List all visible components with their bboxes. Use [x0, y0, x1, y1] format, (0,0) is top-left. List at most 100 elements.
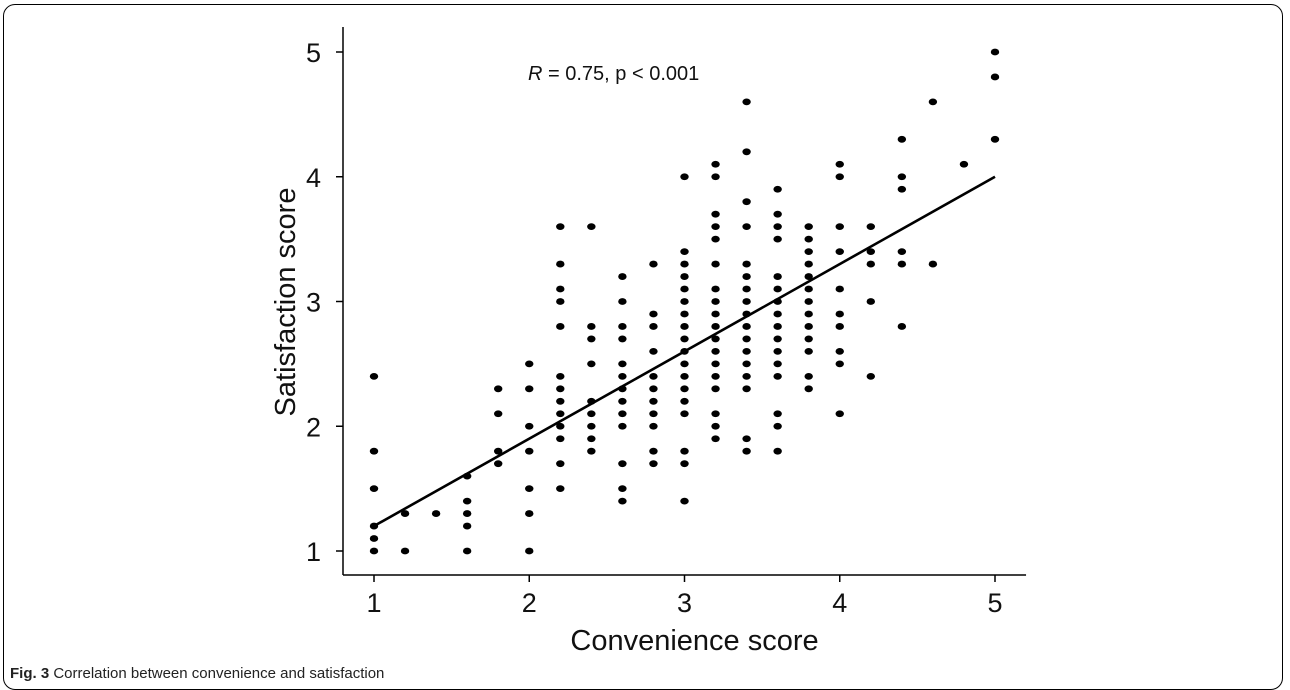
- data-point: [462, 522, 472, 530]
- data-point: [897, 248, 907, 256]
- data-point: [866, 260, 875, 268]
- data-point: [556, 372, 565, 380]
- data-point: [618, 273, 627, 280]
- data-point: [742, 98, 751, 106]
- data-point: [680, 298, 689, 305]
- figure-caption: Fig. 3 Correlation between convenience a…: [10, 665, 384, 682]
- data-point: [649, 348, 658, 355]
- data-point: [525, 447, 534, 455]
- data-point: [369, 547, 379, 555]
- data-point: [711, 372, 720, 380]
- y-tick-label: 3: [306, 288, 321, 318]
- data-point: [556, 435, 565, 443]
- data-point: [556, 298, 565, 305]
- data-point: [804, 348, 813, 355]
- data-point: [835, 223, 844, 231]
- data-point: [804, 335, 813, 343]
- data-point: [587, 323, 596, 330]
- figure-caption-text: Correlation between convenience and sati…: [53, 665, 385, 682]
- correlation-stats: = 0.75, p < 0.001: [542, 63, 699, 85]
- y-tick-label: 1: [306, 537, 321, 567]
- data-point: [556, 223, 565, 231]
- data-point: [649, 260, 658, 268]
- data-point: [618, 485, 627, 493]
- data-point: [897, 323, 907, 330]
- data-point: [804, 310, 813, 318]
- data-point: [556, 460, 565, 468]
- data-point: [649, 397, 658, 405]
- data-point: [835, 248, 844, 256]
- regression-line: [373, 175, 996, 528]
- data-point: [711, 435, 720, 443]
- data-point: [680, 372, 689, 380]
- data-point: [649, 410, 658, 418]
- figure-label: Fig. 3: [10, 665, 50, 682]
- data-point: [680, 360, 689, 368]
- data-point: [680, 397, 689, 405]
- data-point: [742, 360, 751, 368]
- data-point: [804, 248, 813, 256]
- data-point: [773, 410, 782, 418]
- data-point: [680, 273, 689, 280]
- data-point: [431, 510, 441, 517]
- data-point: [587, 335, 596, 343]
- data-point: [649, 460, 658, 468]
- data-point: [928, 98, 938, 106]
- data-point: [556, 410, 565, 418]
- data-point: [835, 360, 844, 368]
- data-point: [711, 335, 720, 343]
- data-point: [711, 210, 720, 218]
- data-point: [525, 360, 534, 368]
- data-point: [369, 447, 379, 455]
- data-point: [649, 447, 658, 455]
- data-point: [618, 410, 627, 418]
- data-point: [711, 410, 720, 418]
- data-point: [400, 510, 410, 517]
- y-tick-label: 4: [306, 163, 321, 193]
- data-point: [711, 298, 720, 305]
- data-point: [835, 410, 844, 418]
- data-point: [618, 323, 627, 330]
- data-point: [711, 310, 720, 318]
- correlation-annotation: R = 0.75, p < 0.001: [528, 63, 699, 85]
- data-point: [494, 385, 503, 393]
- axis-labels: Convenience score Satisfaction score R = 0…: [270, 63, 819, 657]
- data-point: [897, 135, 907, 143]
- data-point: [742, 348, 751, 355]
- data-point: [835, 323, 844, 330]
- data-point: [742, 385, 751, 393]
- data-point: [773, 285, 782, 293]
- data-point: [711, 223, 720, 231]
- data-point: [462, 547, 472, 555]
- y-axis-title: Satisfaction score: [270, 188, 302, 417]
- data-point: [897, 173, 907, 181]
- data-point: [618, 298, 627, 305]
- data-point: [835, 348, 844, 355]
- data-point: [866, 372, 875, 380]
- data-point: [711, 385, 720, 393]
- regression-line-group: [373, 175, 996, 528]
- data-point: [587, 422, 596, 430]
- data-point: [773, 447, 782, 455]
- data-point: [649, 385, 658, 393]
- data-points: [369, 48, 1000, 555]
- data-point: [990, 135, 1000, 143]
- data-point: [462, 497, 472, 505]
- data-point: [711, 160, 720, 168]
- data-point: [711, 348, 720, 355]
- data-point: [680, 460, 689, 468]
- data-point: [742, 273, 751, 280]
- data-point: [587, 360, 596, 368]
- data-point: [773, 223, 782, 231]
- data-point: [742, 323, 751, 330]
- data-point: [773, 310, 782, 318]
- data-point: [742, 198, 751, 206]
- data-point: [556, 397, 565, 405]
- data-point: [525, 422, 534, 430]
- data-point: [649, 422, 658, 430]
- data-point: [742, 223, 751, 231]
- data-point: [804, 260, 813, 268]
- data-point: [711, 260, 720, 268]
- data-point: [680, 335, 689, 343]
